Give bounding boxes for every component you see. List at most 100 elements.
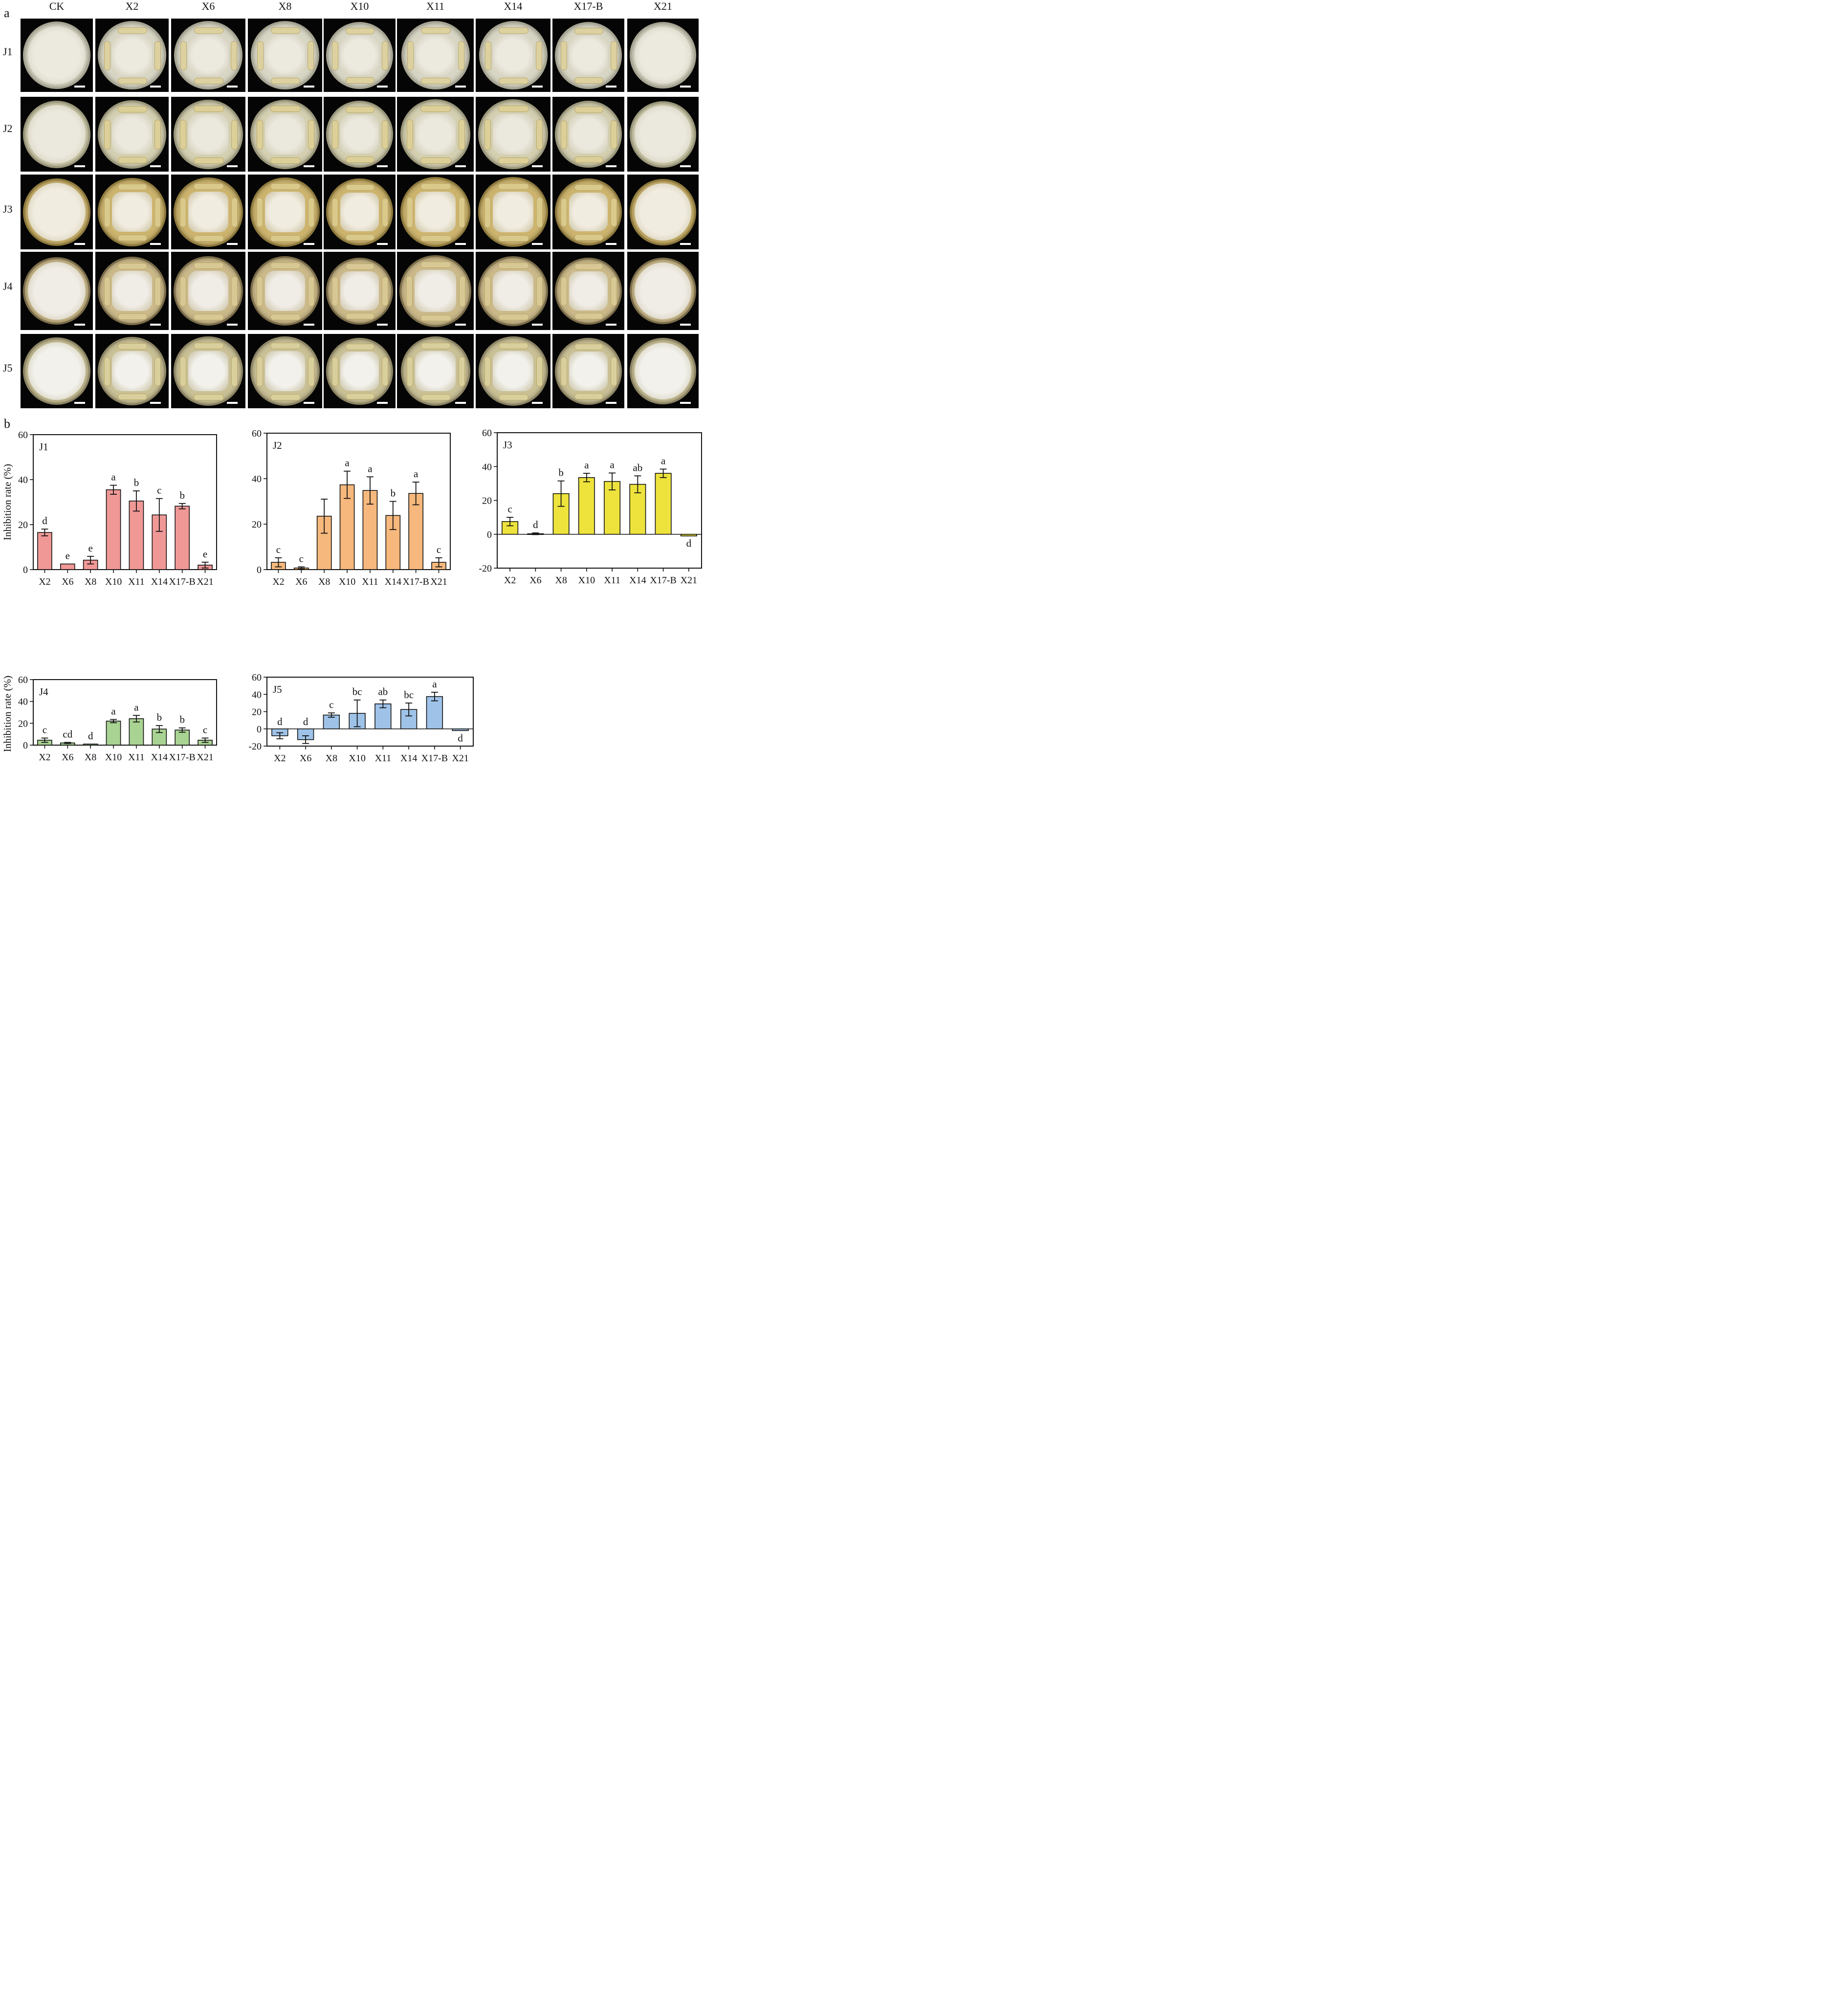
bacterial-streak <box>270 183 301 190</box>
fungal-colony <box>112 271 152 311</box>
plate-j1-x6 <box>171 19 245 92</box>
scale-bar <box>680 86 691 88</box>
x-tick-label: X11 <box>604 575 620 586</box>
fungal-colony <box>340 192 379 232</box>
bacterial-streak <box>498 394 529 401</box>
scale-bar <box>227 243 238 245</box>
fungal-colony <box>415 192 456 232</box>
significance-letter: ab <box>378 686 388 698</box>
fungal-colony <box>415 114 456 154</box>
significance-letter: a <box>368 463 373 474</box>
significance-letter: bc <box>404 689 414 701</box>
bacterial-streak <box>420 394 451 401</box>
bacterial-streak <box>574 27 604 34</box>
scale-bar <box>304 324 314 326</box>
y-tick-label: 60 <box>482 428 492 439</box>
y-tick-label: 40 <box>252 689 262 700</box>
significance-letter: a <box>111 706 116 717</box>
significance-letter: c <box>276 544 281 555</box>
y-tick-label: -20 <box>248 741 262 752</box>
bacterial-streak <box>420 314 452 321</box>
bacterial-streak <box>154 120 161 150</box>
plate-j3-x21 <box>627 175 699 249</box>
scale-bar <box>304 86 314 88</box>
fungal-colony <box>27 183 86 241</box>
bacterial-streak <box>498 262 529 269</box>
bacterial-streak <box>270 314 301 321</box>
plate-j3-ck <box>21 175 93 249</box>
bacterial-streak <box>536 197 543 228</box>
bacterial-streak <box>194 27 224 34</box>
bacterial-streak <box>484 197 491 228</box>
fungal-colony <box>27 262 86 320</box>
bacterial-streak <box>610 277 617 306</box>
bacterial-streak <box>381 198 388 227</box>
bacterial-streak <box>458 41 464 71</box>
plate-j5-x11 <box>397 334 474 408</box>
bacterial-streak <box>498 157 529 164</box>
significance-letter: e <box>88 542 93 554</box>
scale-bar <box>377 402 388 404</box>
x-tick-label: X10 <box>339 576 355 587</box>
bacterial-streak <box>270 157 301 164</box>
x-tick-label: X14 <box>400 753 417 763</box>
scale-bar <box>150 86 161 88</box>
fungal-colony <box>264 192 306 232</box>
bacterial-streak <box>420 342 451 349</box>
fungal-colony <box>569 352 608 391</box>
row-label-j4: J4 <box>3 280 13 292</box>
column-label-x17-b: X17-B <box>573 0 603 12</box>
y-tick-label: 20 <box>18 520 28 530</box>
column-label-x2: X2 <box>125 0 139 12</box>
plate-j3-x6 <box>171 175 245 249</box>
scale-bar <box>304 243 314 245</box>
bacterial-streak <box>345 184 375 191</box>
y-tick-label: 20 <box>482 496 492 507</box>
bacterial-streak <box>561 357 568 386</box>
fungal-colony <box>27 342 86 400</box>
scale-bar <box>606 402 616 404</box>
bacterial-streak <box>180 41 187 71</box>
bacterial-streak <box>117 394 148 400</box>
y-tick-label: 0 <box>23 565 28 575</box>
bacterial-streak <box>117 106 148 113</box>
bacterial-streak <box>345 393 375 400</box>
x-tick-label: X2 <box>39 752 50 763</box>
plate-j4-x17-b <box>552 252 624 330</box>
plate-j1-x17-b <box>552 19 624 92</box>
bacterial-streak <box>381 41 388 70</box>
bacterial-streak <box>561 198 568 227</box>
bacterial-streak <box>499 27 528 34</box>
bar-x6 <box>60 563 75 570</box>
bacterial-streak <box>117 263 148 269</box>
plate-j2-x11 <box>397 97 474 172</box>
fungal-colony <box>264 270 306 311</box>
x-tick-label: X6 <box>62 576 73 587</box>
bacterial-streak <box>117 184 148 191</box>
significance-letter: b <box>157 711 162 723</box>
row-label-j2: J2 <box>3 122 13 134</box>
fungal-colony <box>265 35 305 75</box>
significance-letter: b <box>558 467 564 479</box>
bacterial-streak <box>535 41 542 71</box>
fungal-colony <box>188 192 229 232</box>
bar-x17-b <box>426 696 443 729</box>
bar-x8 <box>83 743 98 746</box>
fungal-colony <box>415 351 456 392</box>
bacterial-streak <box>179 276 186 307</box>
fungal-colony <box>634 183 692 241</box>
bacterial-streak <box>194 78 224 85</box>
x-tick-label: X10 <box>105 576 122 587</box>
scale-bar <box>227 402 238 404</box>
x-tick-label: X8 <box>326 753 337 763</box>
scale-bar <box>680 165 691 167</box>
bacterial-streak <box>332 120 339 150</box>
plate-j1-x14 <box>476 19 550 92</box>
plate-j4-x21 <box>627 252 699 330</box>
bacterial-streak <box>231 276 238 307</box>
bacterial-streak <box>308 276 315 307</box>
bacterial-streak <box>574 263 604 270</box>
bacterial-streak <box>420 183 451 190</box>
bacterial-streak <box>104 120 110 150</box>
bacterial-streak <box>117 78 148 85</box>
